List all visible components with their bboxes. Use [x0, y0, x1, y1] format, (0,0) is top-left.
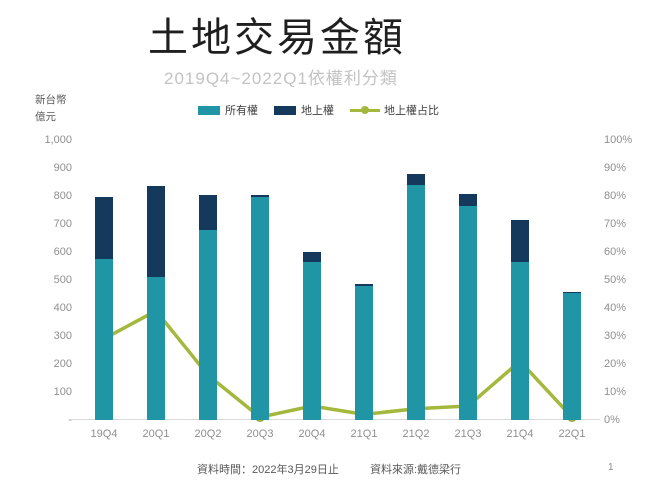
left-axis-tick: 500 [53, 274, 72, 286]
axis-unit-label: 新台幣 億元 [35, 92, 67, 126]
right-axis-tick: 60% [604, 246, 627, 258]
bar-superficies-20Q4 [303, 252, 321, 262]
right-axis-tick: 20% [604, 358, 627, 370]
superficies-swatch-icon [274, 105, 296, 115]
right-axis-tick: 80% [604, 190, 627, 202]
bar-ownership-21Q3 [459, 205, 477, 420]
bar-ownership-20Q3 [251, 196, 269, 420]
right-axis-tick: 30% [604, 330, 627, 342]
axis-unit-line1: 新台幣 [35, 94, 67, 106]
legend-item-superficies: 地上權 [274, 102, 334, 118]
bar-superficies-20Q2 [199, 194, 217, 230]
bar-ownership-22Q1 [563, 293, 581, 420]
plot-area [78, 140, 598, 423]
legend-label-superficies: 地上權 [301, 105, 334, 117]
legend-item-ratio: 地上權占比 [350, 102, 439, 118]
bar-superficies-21Q4 [511, 220, 529, 262]
footer-time-label: 資料時間： [197, 464, 252, 476]
left-axis-tick: 600 [53, 246, 72, 258]
bar-ownership-20Q2 [199, 229, 217, 420]
footer-source: 資料來源:戴德梁行 [370, 464, 462, 476]
right-axis-tick: 70% [604, 218, 627, 230]
bar-superficies-20Q1 [147, 186, 165, 278]
bar-superficies-21Q1 [355, 283, 373, 287]
bar-superficies-21Q2 [407, 173, 425, 185]
left-axis-tick: 200 [53, 358, 72, 370]
x-axis-label: 21Q1 [350, 428, 378, 440]
right-axis: 100% 90% 80% 70% 60% 50% 40% 30% 20% 10% 0% [604, 0, 644, 492]
x-axis-label: 19Q4 [90, 428, 118, 440]
right-axis-tick: 0% [604, 414, 620, 426]
x-axis-label: 21Q4 [506, 428, 534, 440]
x-axis-line [70, 419, 600, 420]
bar-ownership-21Q1 [355, 286, 373, 420]
left-axis: 1,000 900 800 700 600 500 400 300 200 100 - [24, 0, 72, 492]
right-axis-tick: 10% [604, 386, 627, 398]
bar-ownership-20Q4 [303, 261, 321, 420]
left-axis-tick: 900 [53, 162, 72, 174]
ratio-line-swatch-icon [350, 105, 380, 115]
left-axis-tick: - [68, 414, 72, 426]
ratio-line [103, 309, 574, 419]
bar-ownership-20Q1 [147, 277, 165, 420]
left-axis-tick: 400 [53, 302, 72, 314]
x-axis-label: 20Q3 [246, 428, 274, 440]
footer-time-value: 2022年3月29日止 [252, 464, 339, 476]
bar-superficies-22Q1 [563, 292, 581, 294]
legend-label-ratio: 地上權占比 [384, 105, 439, 117]
x-axis-label: 21Q2 [402, 428, 430, 440]
x-axis-label: 20Q4 [298, 428, 326, 440]
axis-unit-line2: 億元 [35, 110, 56, 123]
left-axis-tick: 1,000 [44, 134, 72, 146]
bar-ownership-19Q4 [95, 259, 113, 420]
x-axis-label: 20Q1 [142, 428, 170, 440]
bar-superficies-21Q3 [459, 194, 477, 206]
x-axis-label: 21Q3 [454, 428, 482, 440]
right-axis-tick: 90% [604, 162, 627, 174]
left-axis-tick: 300 [53, 330, 72, 342]
left-axis-tick: 800 [53, 190, 72, 202]
legend-label-ownership: 所有權 [225, 105, 258, 117]
page-number: 1 [608, 462, 614, 473]
bar-ownership-21Q4 [511, 261, 529, 420]
chart-subtitle: 2019Q4~2022Q1依權利分類 [164, 69, 398, 88]
x-axis-label: 20Q2 [194, 428, 222, 440]
legend-item-ownership: 所有權 [198, 102, 258, 118]
left-axis-tick: 100 [53, 386, 72, 398]
chart-title: 土地交易金額 [148, 15, 406, 60]
legend: 所有權 地上權 地上權占比 [198, 102, 439, 118]
bar-superficies-20Q3 [251, 194, 269, 197]
right-axis-tick: 100% [604, 134, 633, 146]
x-axis-label: 22Q1 [558, 428, 586, 440]
left-axis-tick: 700 [53, 218, 72, 230]
ownership-swatch-icon [198, 105, 220, 115]
right-axis-tick: 40% [604, 302, 627, 314]
right-axis-tick: 50% [604, 274, 627, 286]
bar-superficies-19Q4 [95, 196, 113, 259]
bar-ownership-21Q2 [407, 184, 425, 420]
